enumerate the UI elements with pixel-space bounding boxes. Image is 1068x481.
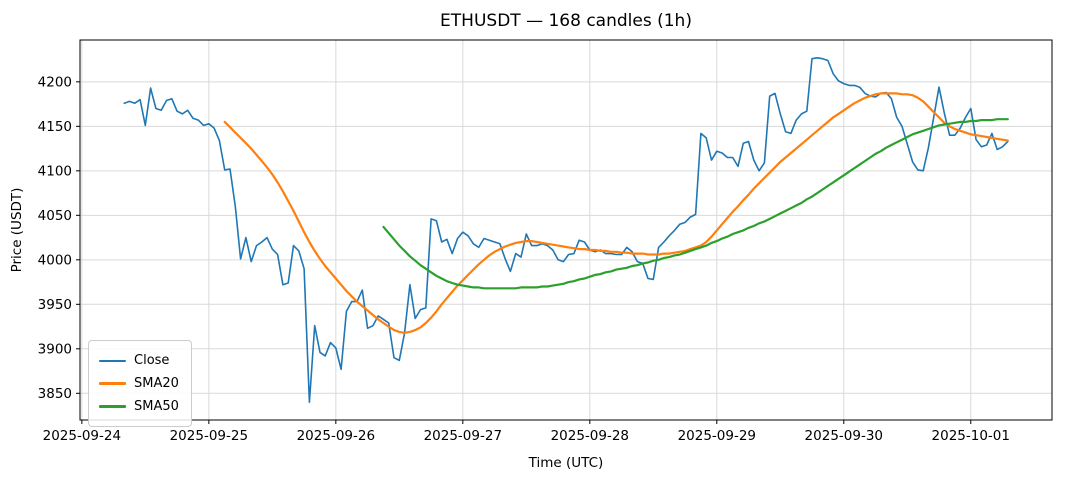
legend-swatch-sma20 <box>99 382 126 385</box>
x-tick-label: 2025-09-25 <box>170 428 248 444</box>
legend-item-close: Close <box>99 349 179 372</box>
x-tick-label: 2025-09-29 <box>678 428 756 444</box>
x-tick-label: 2025-09-30 <box>805 428 883 444</box>
y-tick-label: 3850 <box>38 386 72 402</box>
x-tick-label: 2025-09-24 <box>43 428 121 444</box>
x-tick-label: 2025-10-01 <box>932 428 1010 444</box>
x-tick-label: 2025-09-27 <box>424 428 502 444</box>
legend-label: Close <box>134 353 170 368</box>
legend-label: SMA50 <box>134 399 179 414</box>
legend-swatch-sma50 <box>99 405 126 408</box>
chart-title: ETHUSDT — 168 candles (1h) <box>440 11 692 31</box>
axis-ticks: 2025-09-24 2025-09-25 2025-09-26 2025-09-27… <box>38 75 1010 444</box>
legend-swatch-close <box>99 359 126 362</box>
x-tick-label: 2025-09-26 <box>297 428 375 444</box>
y-tick-label: 4100 <box>38 164 72 180</box>
legend-label: SMA20 <box>134 376 179 391</box>
y-tick-label: 4050 <box>38 208 72 224</box>
y-tick-label: 3900 <box>38 342 72 358</box>
legend: Close SMA20 SMA50 <box>88 340 192 427</box>
y-tick-label: 4150 <box>38 119 72 135</box>
series-line-sma50 <box>382 118 1009 290</box>
legend-item-sma20: SMA20 <box>99 372 179 395</box>
series-group <box>123 56 1009 404</box>
grid <box>80 40 1052 420</box>
x-tick-label: 2025-09-28 <box>551 428 629 444</box>
legend-item-sma50: SMA50 <box>99 395 179 418</box>
y-tick-label: 4000 <box>38 253 72 269</box>
y-tick-label: 3950 <box>38 297 72 313</box>
series-line-sma20 <box>223 92 1009 334</box>
y-tick-label: 4200 <box>38 75 72 91</box>
plot-border <box>79 39 1053 421</box>
series-line-close <box>123 56 1009 404</box>
y-axis-label: Price (USDT) <box>9 187 25 273</box>
x-axis-label: Time (UTC) <box>528 455 604 471</box>
